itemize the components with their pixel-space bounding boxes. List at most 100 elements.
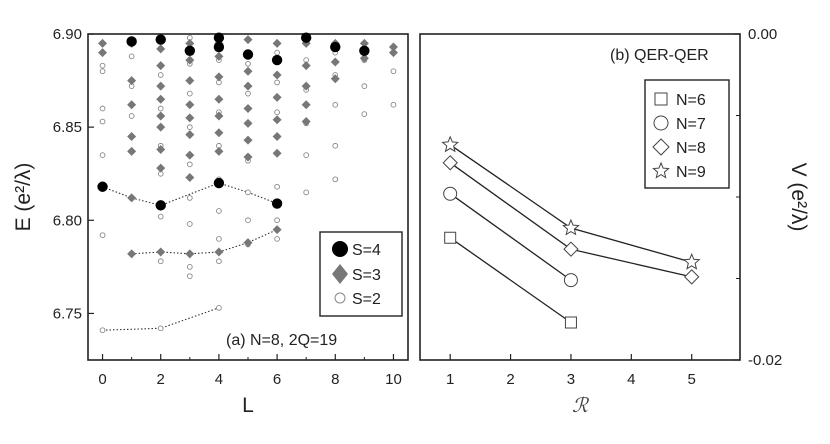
panel-a-point-s3 <box>359 38 369 48</box>
panel-a-point-s4 <box>184 45 196 56</box>
panel-a-point-s4 <box>155 34 166 45</box>
panel-a-point-s4 <box>213 177 225 189</box>
panel-a-point-s3 <box>272 115 282 125</box>
legend-n7-label: N=7 <box>676 116 706 133</box>
panel-a-point-s3 <box>156 122 166 132</box>
legend-s2-marker <box>334 292 346 304</box>
panel-a-point-s3 <box>388 42 398 52</box>
panel-a-point-s2 <box>216 236 222 242</box>
panel-a-point-s2 <box>186 124 193 130</box>
panel-a-point-s4 <box>271 198 283 209</box>
panel-a-ticks: 0 2 4 6 8 10 6.75 6.80 6.85 6.90 <box>53 26 402 388</box>
panel-a-x-tick-label: 0 <box>98 371 106 388</box>
panel-a-point-s4 <box>359 45 370 56</box>
panel-a-point-s2 <box>303 189 310 196</box>
panel-a-point-s2 <box>99 232 106 239</box>
panel-a-point-s2 <box>186 195 193 201</box>
panel-a-point-s2 <box>390 68 397 75</box>
legend-s3-label: S=3 <box>352 267 381 284</box>
panel-b-y-tick-label: -0.02 <box>748 352 782 369</box>
panel-a-point-s3 <box>156 111 166 121</box>
panel-a-point-s4 <box>300 32 312 43</box>
panel-a-point-s2 <box>274 217 280 224</box>
panel-a-point-s4 <box>126 36 137 47</box>
panel-a-point-s3 <box>185 38 195 48</box>
panel-a-point-s3 <box>127 100 137 110</box>
legend-s2-label: S=2 <box>352 291 381 308</box>
panel-a-point-s3 <box>185 249 195 259</box>
panel-a-point-s3 <box>330 57 340 67</box>
panel-a-point-s3 <box>98 38 108 48</box>
panel-a-point-s3 <box>98 48 108 58</box>
panel-a-point-s3 <box>243 81 253 91</box>
legend-n8-label: N=8 <box>676 140 706 157</box>
panel-a-point-s4 <box>155 200 166 211</box>
panel-a-point-s3 <box>185 113 195 123</box>
panel-a-y-tick-label: 6.80 <box>53 212 82 229</box>
panel-a-point-s3 <box>388 48 398 58</box>
panel-a-y-tick-label: 6.90 <box>53 26 82 43</box>
panel-a-point-s2 <box>186 161 193 168</box>
panel-a-point-s2 <box>216 304 222 311</box>
panel-a-point-s3 <box>214 51 224 61</box>
panel-a-point-s2 <box>274 49 280 56</box>
panel-a-point-s3 <box>127 193 137 203</box>
panel-a-point-s3 <box>272 131 282 141</box>
panel-a-point-s3 <box>156 94 166 104</box>
panel-a-point-s2 <box>303 152 310 158</box>
panel-b-annotation: (b) QER-QER <box>610 47 709 64</box>
panel-b-x-tick-label: 1 <box>446 371 454 388</box>
panel-a-point-s3 <box>301 100 311 110</box>
panel-a-x-tick-label: 8 <box>331 371 339 388</box>
panel-a-point-s2 <box>99 62 106 69</box>
panel-a-point-s2 <box>332 176 339 183</box>
panel-a-point-s2 <box>99 118 106 125</box>
panel-a-point-s2 <box>157 258 164 265</box>
panel-a-point-s3 <box>127 249 137 259</box>
panel-a-point-s3 <box>243 135 253 145</box>
panel-a-point-s4 <box>271 54 283 66</box>
legend-n6-marker <box>654 92 668 106</box>
panel-b-x-tick-label: 3 <box>567 371 575 388</box>
panel-a-point-s3 <box>214 146 224 156</box>
panel-a-point-s3 <box>214 247 224 257</box>
panel-b-x-tick-label: 2 <box>506 371 514 388</box>
panel-a-point-s2 <box>274 79 280 86</box>
panel-a-point-s2 <box>157 72 164 78</box>
panel-a-point-s3 <box>214 72 224 82</box>
panel-a-point-s2 <box>186 221 193 227</box>
panel-a-point-s3 <box>301 117 311 127</box>
panel-a: 0 2 4 6 8 10 6.75 6.80 6.85 6.90 L E (e²/λ) (a) N… <box>12 26 409 417</box>
panel-a-point-s3 <box>243 152 253 162</box>
panel-b-point-n7 <box>443 186 458 201</box>
panel-b-point-n6 <box>444 231 457 244</box>
panel-a-point-s3 <box>214 111 224 121</box>
panel-a-point-s3 <box>214 94 224 104</box>
panel-a-point-s2 <box>390 101 397 108</box>
panel-b-line-n6 <box>449 237 572 324</box>
panel-a-point-s3 <box>243 118 253 128</box>
panel-a-point-s2 <box>186 273 193 280</box>
panel-a-point-s2 <box>186 90 193 97</box>
panel-b-xlabel: ℛ <box>572 393 590 417</box>
panel-a-point-s3 <box>156 144 166 154</box>
panel-a-point-s3 <box>185 100 195 110</box>
panel-a-y-tick-label: 6.75 <box>53 305 82 322</box>
panel-a-point-s3 <box>127 76 137 86</box>
panel-a-point-s3 <box>156 247 166 257</box>
panel-a-point-s3 <box>301 61 311 71</box>
panel-a-points <box>97 32 398 334</box>
legend-n7-marker <box>653 115 669 131</box>
panel-a-point-s2 <box>361 111 368 117</box>
panel-a-point-s3 <box>272 70 282 80</box>
panel-a-point-s3 <box>185 150 195 160</box>
panel-a-point-s2 <box>99 68 106 75</box>
legend-n9-label: N=9 <box>676 164 706 181</box>
panel-a-point-s3 <box>156 44 166 54</box>
panel-a-y-tick-label: 6.85 <box>53 119 82 136</box>
panel-a-point-s3 <box>214 128 224 138</box>
panel-a-dotted-line-1 <box>131 229 278 255</box>
panel-b-y-tick-label: 0.00 <box>748 26 777 43</box>
panel-a-point-s4 <box>213 32 225 43</box>
panel-a-point-s2 <box>361 83 368 90</box>
